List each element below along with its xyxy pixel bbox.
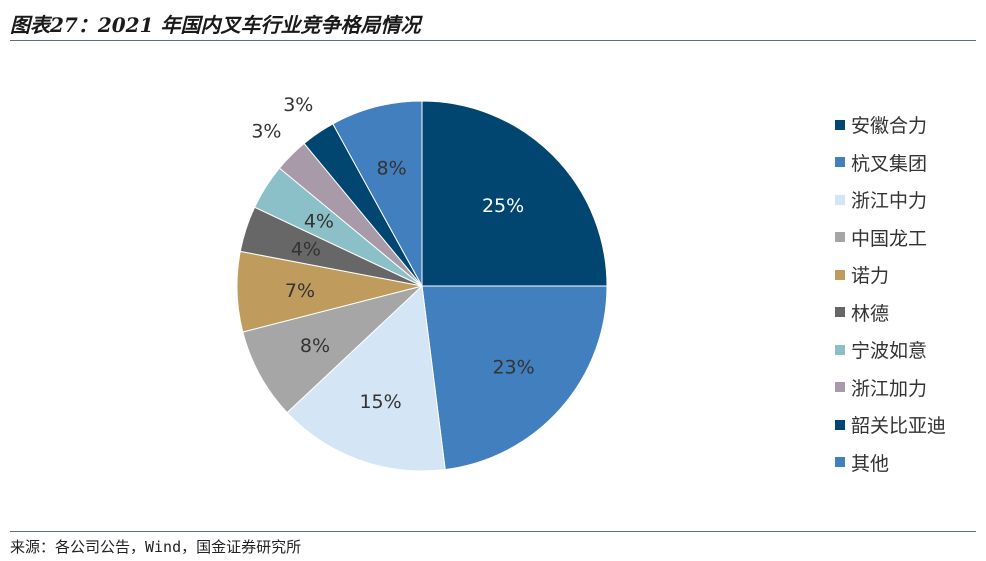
legend-item: 其他 bbox=[835, 444, 946, 482]
pie-value-label: 4% bbox=[291, 238, 321, 260]
legend-item: 中国龙工 bbox=[835, 219, 946, 257]
legend-label: 杭叉集团 bbox=[851, 152, 928, 175]
pie-slice bbox=[421, 100, 608, 287]
legend-label: 诺力 bbox=[851, 265, 890, 288]
pie-slice bbox=[332, 100, 423, 287]
legend-swatch bbox=[835, 157, 845, 168]
legend-label: 安徽合力 bbox=[851, 115, 928, 138]
legend-swatch bbox=[835, 382, 845, 393]
legend-label: 浙江加力 bbox=[851, 377, 928, 400]
legend-label: 林德 bbox=[851, 302, 890, 325]
legend-swatch bbox=[835, 194, 845, 205]
pie-value-label: 3% bbox=[251, 120, 281, 142]
legend-swatch bbox=[835, 119, 845, 130]
pie-value-label: 23% bbox=[492, 357, 534, 379]
legend-swatch bbox=[835, 419, 845, 430]
title-divider bbox=[10, 40, 976, 41]
legend-swatch bbox=[835, 344, 845, 355]
figure-title: 图表27：2021 年国内叉车行业竞争格局情况 bbox=[10, 13, 421, 37]
legend-swatch bbox=[835, 269, 845, 280]
source-note: 来源：各公司公告，Wind，国金证券研究所 bbox=[10, 538, 302, 556]
legend-label: 其他 bbox=[851, 452, 890, 475]
pie-value-label: 3% bbox=[283, 94, 313, 116]
legend-item: 浙江中力 bbox=[835, 181, 946, 219]
pie-value-label: 7% bbox=[285, 280, 315, 302]
legend-item: 韶关比亚迪 bbox=[835, 406, 946, 444]
pie-slice bbox=[242, 285, 423, 414]
legend-swatch bbox=[835, 232, 845, 243]
legend-swatch bbox=[835, 307, 845, 318]
legend-item: 宁波如意 bbox=[835, 331, 946, 369]
pie-slice bbox=[421, 285, 608, 471]
pie-value-label: 4% bbox=[304, 211, 334, 233]
legend-swatch bbox=[835, 457, 845, 468]
chart-legend: 安徽合力杭叉集团浙江中力中国龙工诺力林德宁波如意浙江加力韶关比亚迪其他 bbox=[835, 106, 946, 481]
legend-item: 诺力 bbox=[835, 256, 946, 294]
pie-value-labels: 25% 23% 15% 8% 7% 4% 4% 3%3% 8% bbox=[251, 94, 534, 413]
legend-label: 浙江中力 bbox=[851, 190, 928, 213]
pie-value-label: 8% bbox=[377, 158, 407, 180]
pie-slices bbox=[236, 100, 608, 472]
pie-value-label: 8% bbox=[300, 335, 330, 357]
legend-label: 宁波如意 bbox=[851, 340, 928, 363]
pie-value-label: 15% bbox=[359, 391, 401, 413]
legend-item: 杭叉集团 bbox=[835, 144, 946, 182]
pie-slice bbox=[286, 284, 446, 472]
pie-value-label: 25% bbox=[482, 195, 524, 217]
legend-label: 中国龙工 bbox=[851, 227, 928, 250]
legend-item: 安徽合力 bbox=[835, 106, 946, 144]
source-divider bbox=[10, 531, 976, 532]
legend-item: 林德 bbox=[835, 294, 946, 332]
legend-label: 韶关比亚迪 bbox=[851, 415, 947, 438]
legend-item: 浙江加力 bbox=[835, 369, 946, 407]
